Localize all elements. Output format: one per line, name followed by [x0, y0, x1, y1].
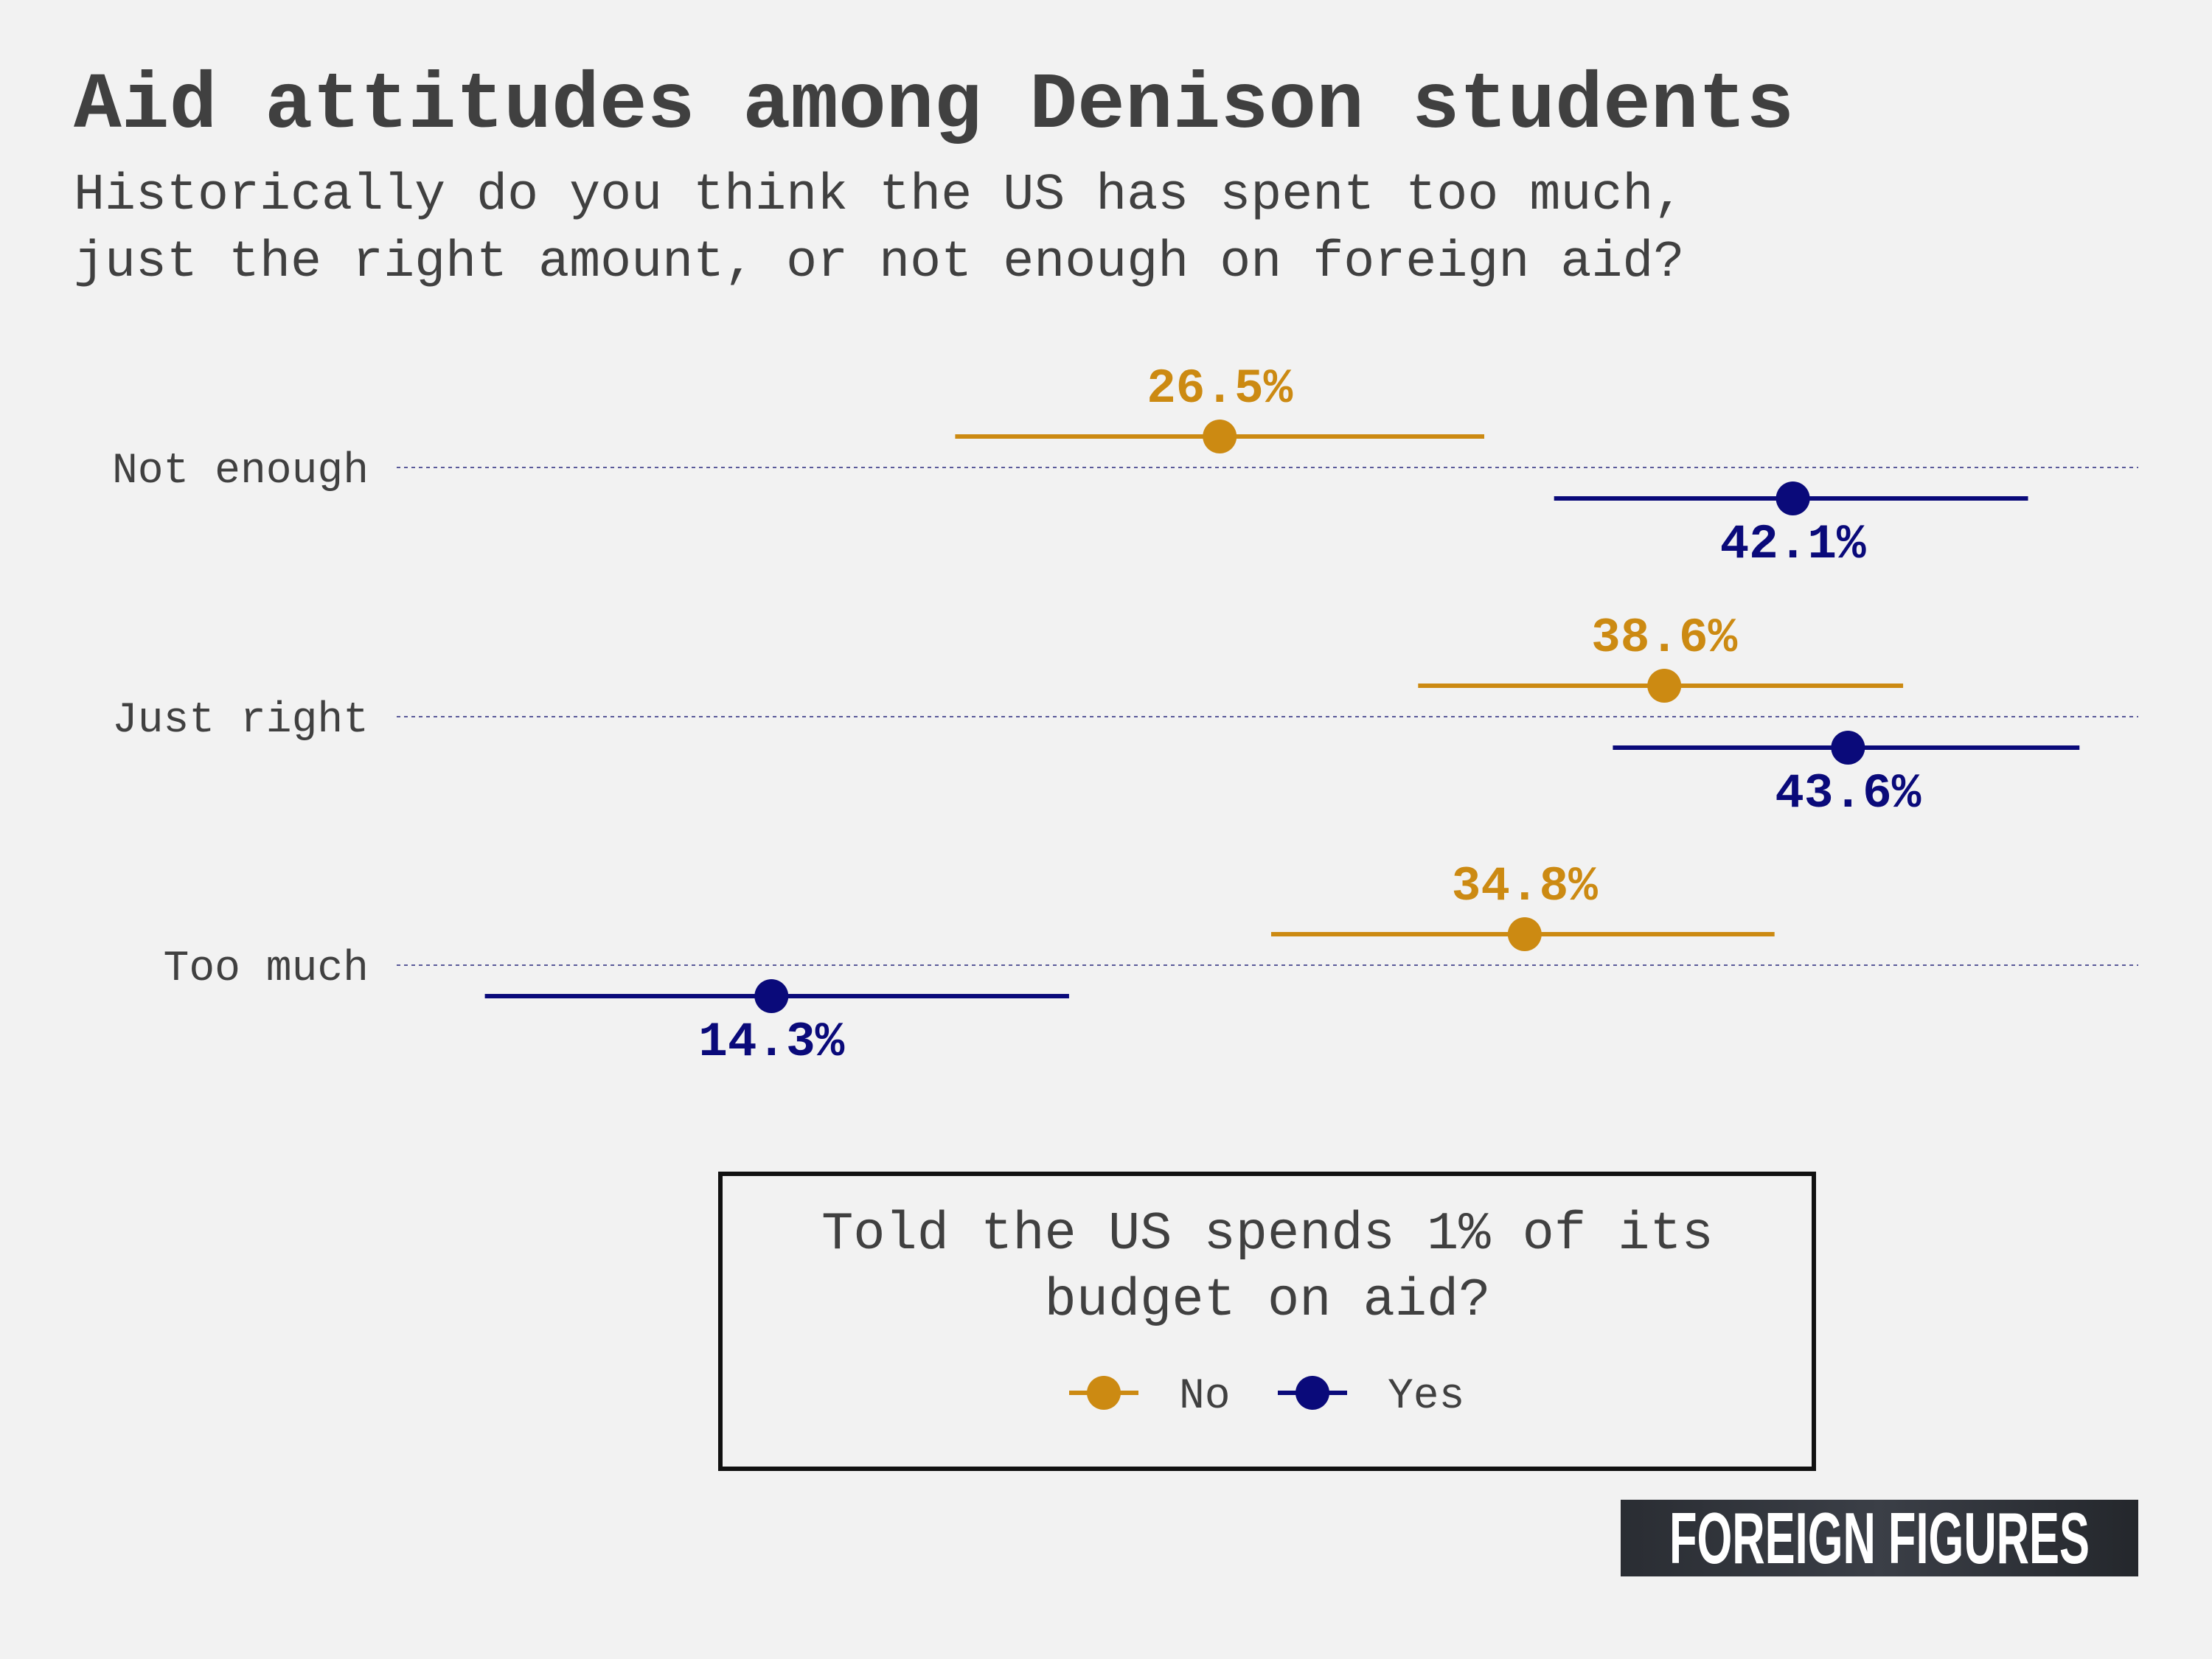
- series-yes-point-just-right: [1831, 731, 1865, 765]
- series-no-point-just-right: [1647, 669, 1682, 703]
- plot-area: Not enough Just right Too much 26.5% 38.6% 34…: [112, 361, 2138, 1070]
- category-label-not-enough: Not enough: [112, 448, 369, 495]
- legend-title-line-1: Told the US spends 1% of its: [821, 1204, 1714, 1265]
- series-no-point-too-much: [1507, 917, 1542, 951]
- category-label-just-right: Just right: [112, 697, 369, 745]
- legend: Told the US spends 1% of its budget on a…: [718, 1172, 1816, 1471]
- series-yes-value-label-just-right: 43.6%: [1775, 766, 1921, 821]
- legend-label-no: No: [1179, 1373, 1231, 1421]
- chart-title: Aid attitudes among Denison students: [74, 61, 1794, 151]
- series-no-value-label-just-right: 38.6%: [1591, 611, 1737, 666]
- series-no-value-label-too-much: 34.8%: [1452, 859, 1598, 914]
- legend-label-yes: Yes: [1388, 1373, 1464, 1421]
- brand-logo-text: FOREIGN FIGURES: [1669, 1498, 2090, 1579]
- chart-subtitle-line-1: Historically do you think the US has spe…: [74, 167, 1684, 225]
- legend-box: [718, 1172, 1816, 1471]
- legend-items: No Yes: [1069, 1373, 1464, 1421]
- legend-key-point-yes: [1295, 1376, 1329, 1410]
- series-no-point-not-enough: [1203, 420, 1237, 453]
- series-yes-value-label-not-enough: 42.1%: [1720, 517, 1866, 572]
- series-yes-value-label-too-much: 14.3%: [698, 1015, 844, 1070]
- brand-logo-background: [1621, 1500, 2138, 1576]
- series-yes-point-not-enough: [1775, 481, 1810, 515]
- brand-logo: FOREIGN FIGURES: [1621, 1498, 2138, 1579]
- series-yes-point-too-much: [754, 979, 789, 1013]
- legend-title-line-2: budget on aid?: [1045, 1270, 1491, 1331]
- legend-key-point-no: [1087, 1376, 1121, 1410]
- series-no-value-label-not-enough: 26.5%: [1147, 361, 1293, 417]
- category-label-too-much: Too much: [164, 945, 369, 993]
- chart-subtitle-line-2: just the right amount, or not enough on …: [74, 234, 1684, 292]
